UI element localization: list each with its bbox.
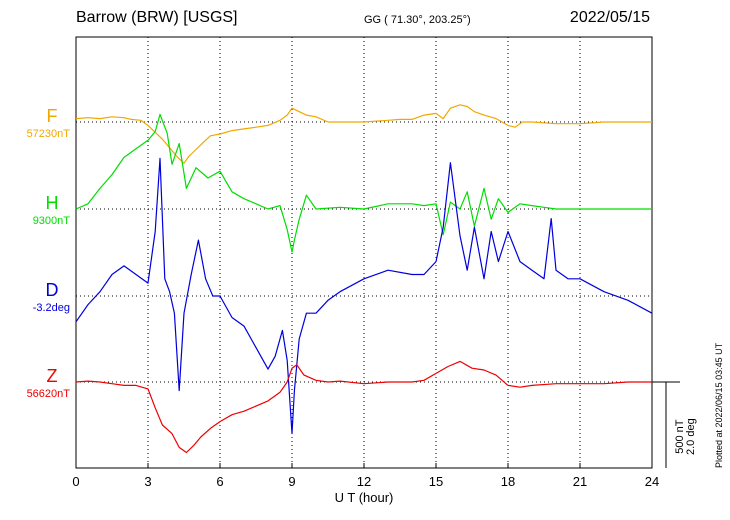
x-tick-label: 0 [72,474,79,489]
station-title: Barrow (BRW) [USGS] [76,9,238,26]
x-tick-label: 24 [645,474,659,489]
date-label: 2022/05/15 [569,9,650,26]
series-layer [75,104,653,454]
channel-z-baseline: 56620nT [26,388,70,400]
channel-d-label: D [45,280,59,300]
x-tick-label: 3 [144,474,151,489]
x-tick-label: 18 [501,474,515,489]
x-tick-label: 15 [429,474,443,489]
series-line-z [75,360,652,454]
scale-bar-deg: 2.0 deg [685,418,697,455]
x-tick-label: 21 [573,474,587,489]
x-tick-label: 6 [216,474,223,489]
series-line-h [75,113,652,253]
x-axis-label: U T (hour) [335,490,394,505]
plotted-timestamp: Plotted at 2022/06/15 03:45 UT [714,342,724,468]
channel-z-label: Z [46,366,58,386]
gridlines [76,37,652,468]
scale-bar-label: 500 nT 2.0 deg [674,418,697,455]
channel-h-label: H [45,193,59,213]
channel-d-baseline: -3.2deg [32,302,70,314]
channel-f-baseline: 57230nT [26,128,70,140]
channel-f-label: F [46,106,58,126]
series-line-d [75,157,653,435]
x-tick-label: 12 [357,474,371,489]
station-coordinates: GG ( 71.30°, 203.25°) [364,14,471,26]
scale-bar [652,381,680,468]
x-tick-label: 9 [288,474,295,489]
channel-h-baseline: 9300nT [32,215,70,227]
x-axis-ticks: 0 3 6 9 12 15 18 21 24 [72,463,659,489]
series-line-f [75,104,652,164]
